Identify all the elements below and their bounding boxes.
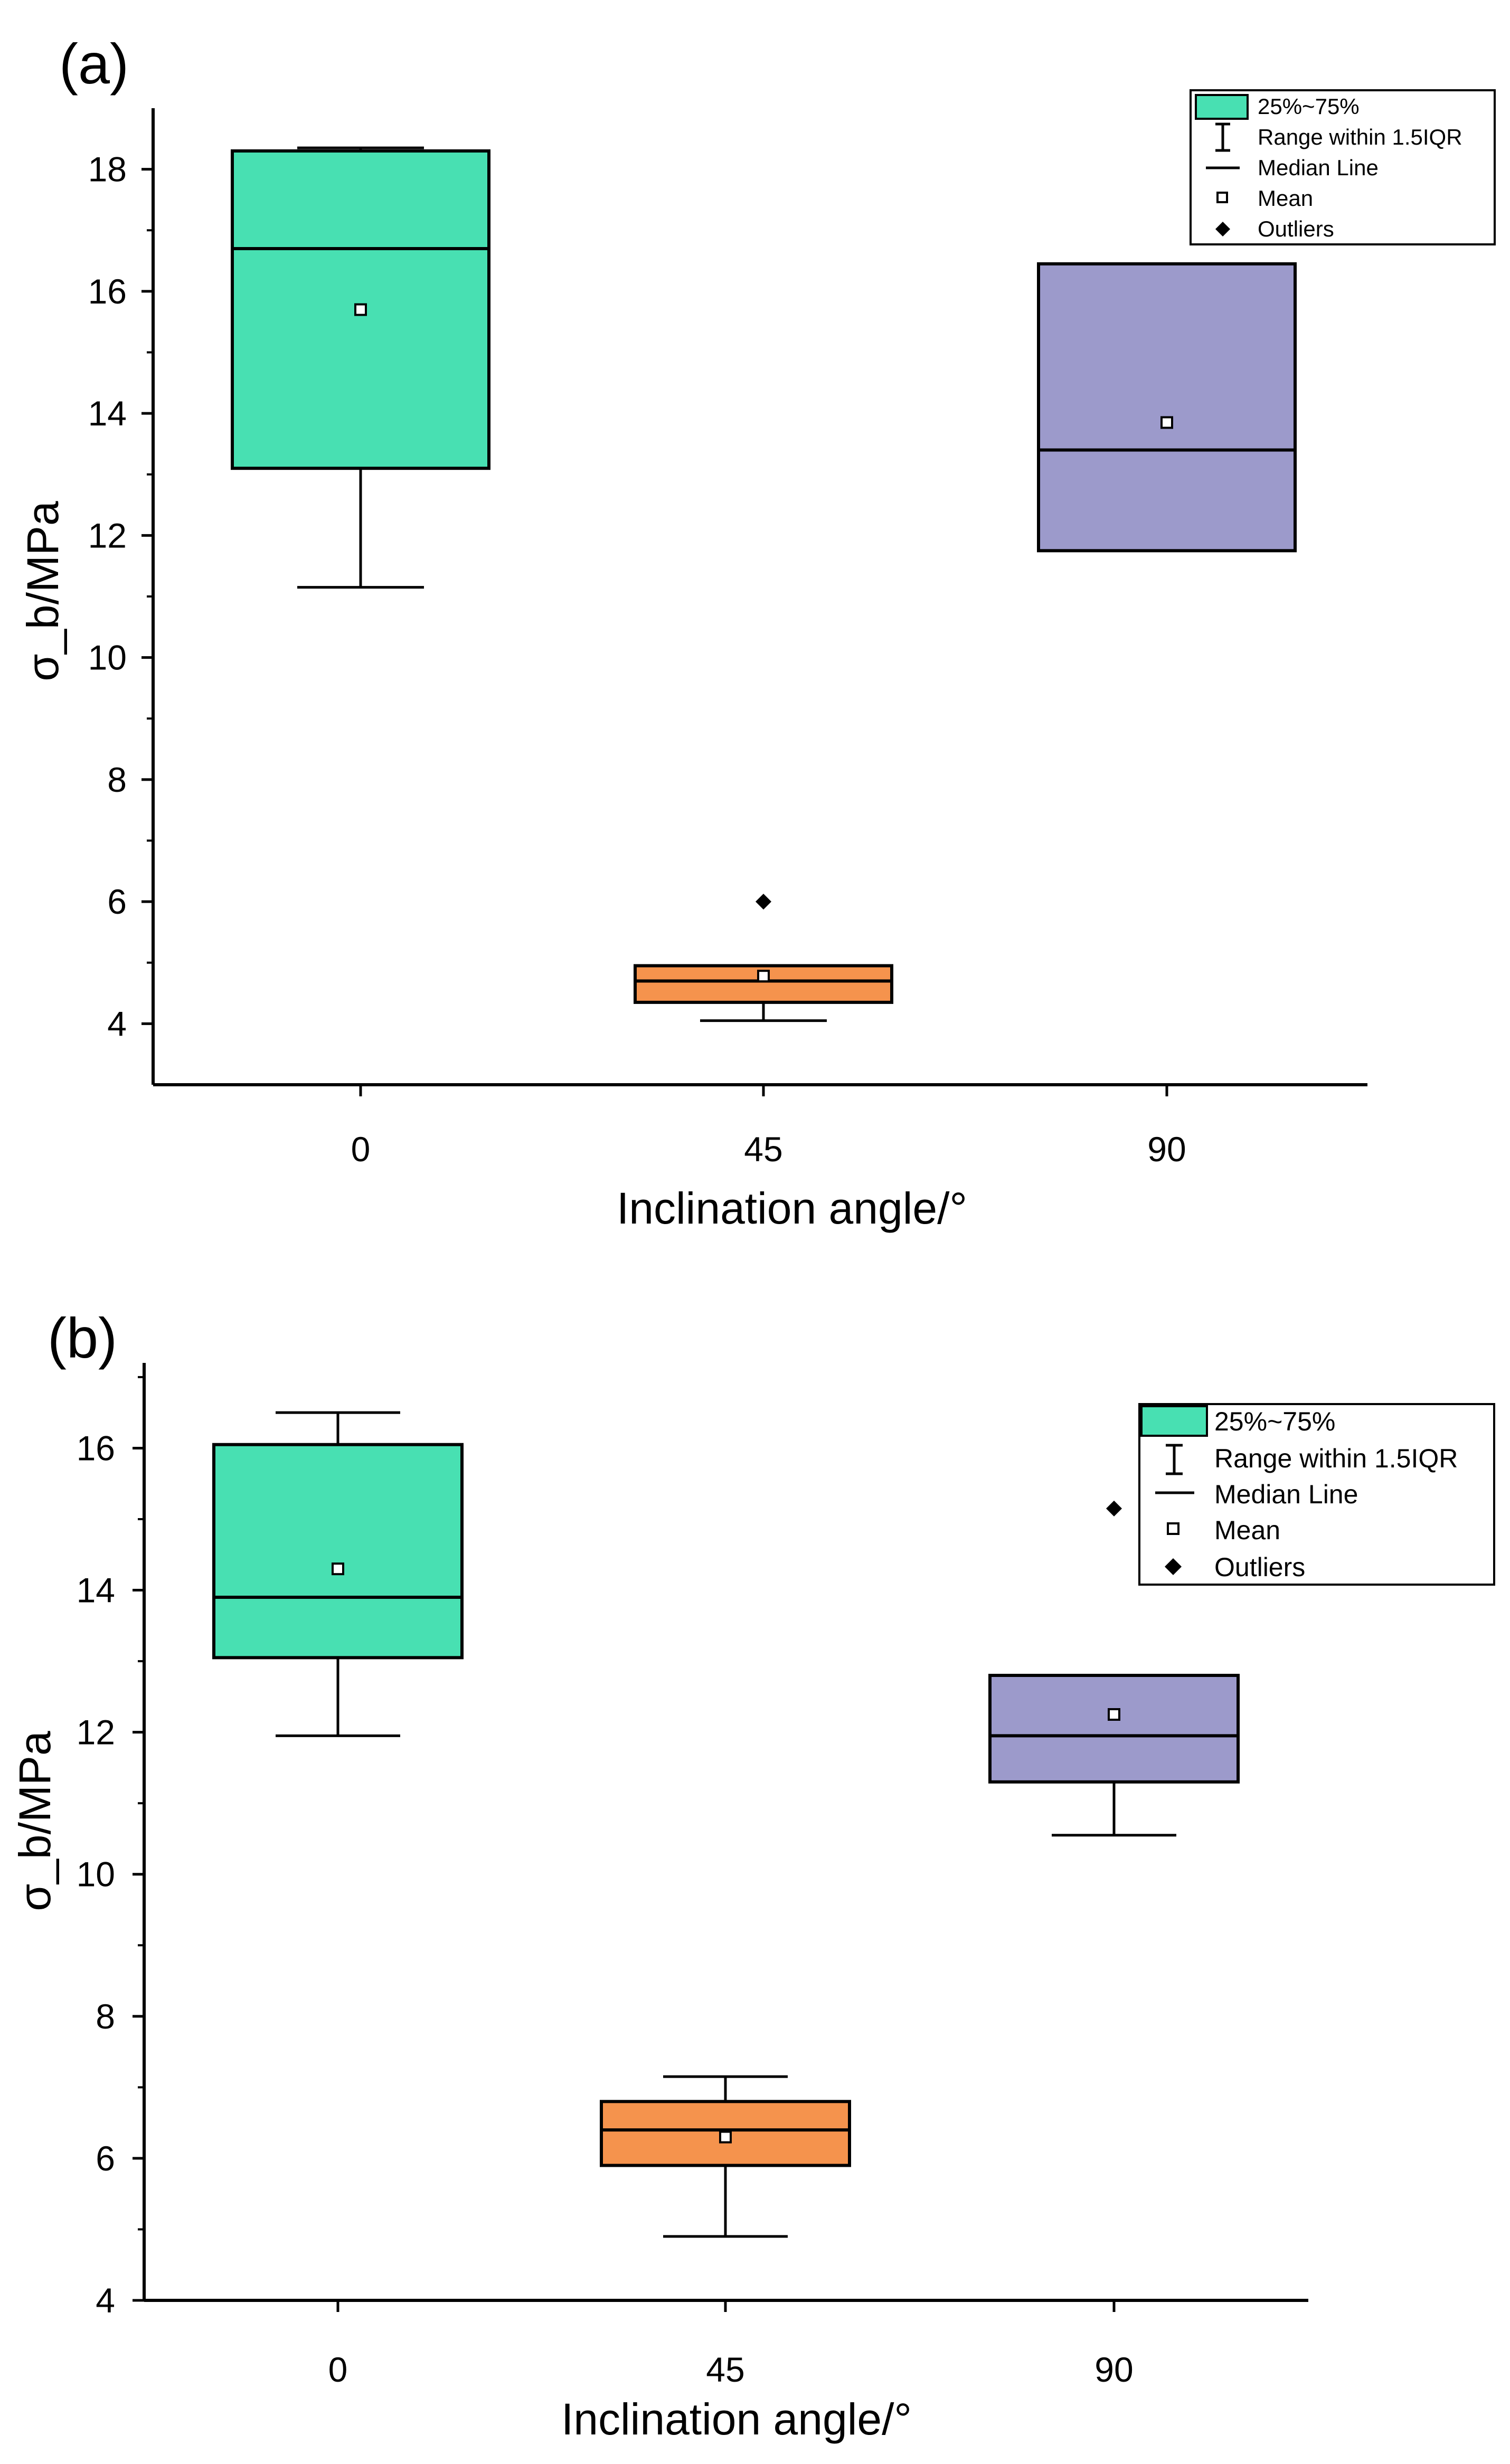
x-axis-title: Inclination angle/° xyxy=(617,1183,967,1233)
legend-outliers-label: Outliers xyxy=(1214,1552,1305,1582)
outlier-point xyxy=(756,894,771,910)
y-axis-title: σ_b/MPa xyxy=(18,501,68,681)
mean-marker xyxy=(719,2130,732,2144)
iqr-box xyxy=(1037,262,1297,553)
box-90 xyxy=(1037,262,1297,553)
y-tick-label: 16 xyxy=(77,1428,115,1467)
iqr-box xyxy=(212,1443,464,1660)
legend-mean-label: Mean xyxy=(1258,186,1313,211)
legend-mean-swatch xyxy=(1216,192,1228,203)
mean-marker xyxy=(1160,416,1173,429)
y-tick-label: 18 xyxy=(88,150,127,189)
box-45 xyxy=(634,894,893,1022)
y-tick-label: 14 xyxy=(77,1571,115,1610)
box-45 xyxy=(600,2075,851,2238)
box-90 xyxy=(988,1500,1240,1837)
x-tick-label: 45 xyxy=(744,1130,782,1169)
y-tick-label: 6 xyxy=(107,882,127,921)
x-tick-label: 90 xyxy=(1094,2350,1133,2389)
x-tick-label: 90 xyxy=(1147,1130,1186,1169)
box-0 xyxy=(231,146,490,589)
legend-whisker-label: Range within 1.5IQR xyxy=(1214,1444,1458,1473)
legend-whisker-label: Range within 1.5IQR xyxy=(1258,125,1462,149)
y-tick-label: 4 xyxy=(107,1004,127,1043)
y-axis-title: σ_b/MPa xyxy=(10,1731,60,1911)
legend-mean-label: Mean xyxy=(1214,1515,1280,1545)
box-0 xyxy=(212,1411,464,1737)
mean-marker xyxy=(757,970,770,983)
outlier-point xyxy=(1106,1500,1122,1517)
y-tick-label: 8 xyxy=(96,1997,115,2036)
iqr-box xyxy=(988,1674,1240,1784)
x-tick-label: 0 xyxy=(351,1130,371,1169)
legend: 25%~75% Range within 1.5IQR Median Line … xyxy=(1138,1403,1495,1586)
mean-marker xyxy=(354,303,367,316)
legend-box-label: 25%~75% xyxy=(1214,1407,1335,1436)
x-axis-ticks: 0 45 90 xyxy=(328,2300,1134,2389)
legend-box-label: 25%~75% xyxy=(1258,94,1360,119)
x-axis-title: Inclination angle/° xyxy=(561,2394,912,2444)
legend-box-swatch xyxy=(1140,1405,1208,1437)
y-axis-ticks: 4 6 8 10 12 14 16 xyxy=(77,1376,144,2320)
legend-outlier-swatch xyxy=(1215,222,1230,236)
x-tick-label: 45 xyxy=(706,2350,744,2389)
x-tick-label: 0 xyxy=(328,2350,348,2389)
y-tick-label: 4 xyxy=(96,2281,115,2320)
panel-label: (a) xyxy=(59,32,129,96)
legend-whisker-swatch xyxy=(1166,1444,1183,1475)
legend-outliers-label: Outliers xyxy=(1258,216,1334,241)
y-tick-label: 8 xyxy=(107,760,127,799)
y-axis-ticks: 4 6 8 10 12 14 16 18 xyxy=(88,150,153,1043)
boxes xyxy=(231,146,1297,1022)
panel-label: (b) xyxy=(48,1306,117,1370)
y-tick-label: 12 xyxy=(77,1713,115,1752)
legend: 25%~75% Range within 1.5IQR Median Line … xyxy=(1190,89,1496,245)
panel-a: (a) 4 6 8 10 12 14 16 18 0 45 90 Inclination angl… xyxy=(18,32,1496,1233)
y-tick-label: 10 xyxy=(77,1855,115,1894)
legend-whisker-swatch xyxy=(1215,122,1230,152)
legend-outlier-swatch xyxy=(1165,1558,1182,1575)
y-tick-label: 16 xyxy=(88,272,127,311)
y-tick-label: 6 xyxy=(96,2139,115,2178)
panel-b: (b) 4 6 8 10 12 14 16 0 45 90 Inclination angle/… xyxy=(10,1306,1495,2444)
legend-median-label: Median Line xyxy=(1258,155,1379,180)
boxes xyxy=(212,1411,1240,2238)
y-tick-label: 14 xyxy=(88,394,127,433)
mean-marker xyxy=(332,1562,344,1576)
legend-mean-swatch xyxy=(1167,1522,1179,1535)
x-axis-ticks: 0 45 90 xyxy=(351,1085,1186,1169)
legend-box-swatch xyxy=(1195,94,1249,120)
y-tick-label: 10 xyxy=(88,638,127,677)
mean-marker xyxy=(1108,1708,1120,1721)
y-tick-label: 12 xyxy=(88,516,127,555)
legend-median-label: Median Line xyxy=(1214,1480,1358,1509)
